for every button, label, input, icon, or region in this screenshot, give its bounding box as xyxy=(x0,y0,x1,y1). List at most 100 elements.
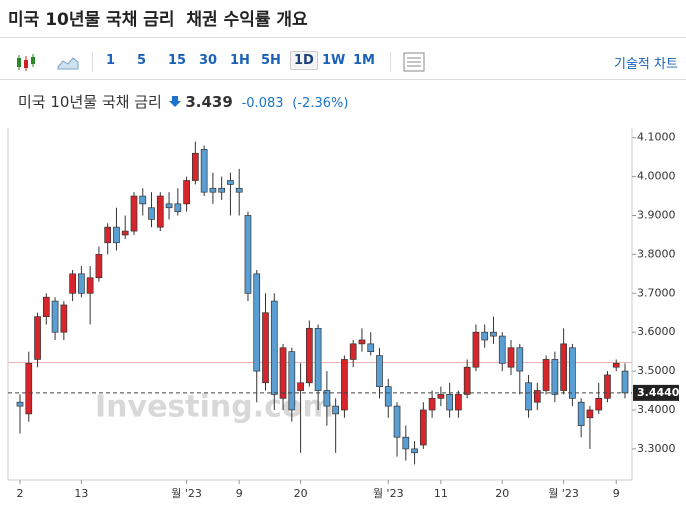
quote-change-pct: (-2.36%) xyxy=(292,96,349,111)
candle-body xyxy=(130,195,138,232)
candle-body xyxy=(595,397,603,411)
interval-button[interactable]: 30 xyxy=(199,53,218,68)
candle-body xyxy=(95,254,103,279)
y-tick-label: 4.1000 xyxy=(637,131,676,144)
interval-button[interactable]: 1W xyxy=(322,53,346,68)
candle-body xyxy=(411,448,418,454)
interval-button[interactable]: 1D xyxy=(290,51,318,70)
candle-body xyxy=(60,304,68,333)
candle-body xyxy=(270,300,278,395)
divider xyxy=(0,79,686,80)
interval-button[interactable]: 5H xyxy=(261,53,281,68)
candle-body xyxy=(481,331,489,341)
candle-body xyxy=(323,390,331,407)
candle-body xyxy=(367,343,375,352)
x-tick-label: 월 '23 xyxy=(171,487,202,500)
candle-body xyxy=(349,343,357,360)
candle-body xyxy=(16,401,24,407)
candle-body xyxy=(200,149,208,193)
candle-body xyxy=(376,355,383,388)
down-arrow xyxy=(168,96,181,107)
candle-body xyxy=(525,382,532,411)
y-tick-label: 3.3000 xyxy=(637,442,676,455)
candle-body xyxy=(358,339,366,345)
candle-body xyxy=(332,405,340,415)
candle-body xyxy=(42,296,50,317)
x-tick-label: 20 xyxy=(294,487,308,500)
y-tick-label: 3.9000 xyxy=(637,209,676,222)
interval-button[interactable]: 15 xyxy=(168,53,187,68)
x-tick-label: 9 xyxy=(613,487,620,500)
candle-body xyxy=(393,405,401,438)
interval-button[interactable]: 1 xyxy=(106,53,116,68)
technical-chart-link[interactable]: 기술적 차트 xyxy=(614,57,678,72)
x-tick-label: 13 xyxy=(74,487,88,500)
x-tick-label: 11 xyxy=(434,487,448,500)
interval-button[interactable]: 1H xyxy=(230,53,250,68)
candle-body xyxy=(262,312,269,384)
quote-change: -0.083 xyxy=(241,96,284,111)
candle-body xyxy=(192,152,199,181)
y-tick-label: 3.8000 xyxy=(637,247,676,260)
candle-body xyxy=(419,409,427,446)
candle-body xyxy=(183,180,190,205)
candle-body xyxy=(577,401,585,426)
candle-body xyxy=(507,347,515,368)
candle-body xyxy=(542,359,550,391)
candle-body xyxy=(227,180,234,185)
candle-body xyxy=(437,394,445,399)
indicator-icon[interactable] xyxy=(403,52,425,72)
candle-body xyxy=(104,226,112,244)
candle-body xyxy=(560,343,567,391)
y-tick-label: 4.0000 xyxy=(637,170,676,183)
candle-body xyxy=(51,300,59,333)
candle-body xyxy=(235,187,243,193)
x-tick-label: 월 '23 xyxy=(548,487,579,500)
candle-body xyxy=(516,347,524,372)
candle-body xyxy=(113,226,120,244)
quote-line: 미국 10년물 국채 금리 3.439 -0.083 (-2.36%) xyxy=(18,91,348,112)
y-tick-label: 3.7000 xyxy=(637,286,676,299)
separator xyxy=(92,52,93,72)
candle-body xyxy=(253,273,261,372)
candle-body xyxy=(586,409,594,419)
candle-body xyxy=(148,207,155,220)
x-tick-label: 2 xyxy=(17,487,24,500)
current-price-label: 3.4440 xyxy=(637,386,680,399)
divider xyxy=(0,37,686,38)
separator xyxy=(390,52,391,72)
watermark: Investing.com xyxy=(95,390,334,425)
interval-button[interactable]: 5 xyxy=(137,53,147,68)
candle-body xyxy=(297,382,304,391)
page-title: 미국 10년물 국채 금리 채권 수익률 개요 xyxy=(8,10,308,30)
candle-body xyxy=(34,316,41,360)
candle-body xyxy=(569,347,576,399)
candle-icon[interactable] xyxy=(14,52,38,74)
candle-body xyxy=(25,362,33,415)
candle-body xyxy=(341,359,348,411)
candle-body xyxy=(490,331,497,337)
x-tick-label: 9 xyxy=(236,487,243,500)
candle-body xyxy=(455,394,462,411)
interval-button[interactable]: 1M xyxy=(353,53,375,68)
quote-name: 미국 10년물 국채 금리 xyxy=(18,93,162,111)
candle-body xyxy=(612,362,620,368)
candle-body xyxy=(209,187,217,193)
candle-body xyxy=(174,203,182,212)
candle-body xyxy=(498,335,506,364)
candle-body xyxy=(314,327,322,391)
toolbar: 1 5 15 30 1H 5H 1D 1W 1M 기술적 차트 xyxy=(0,50,686,76)
x-tick-label: 20 xyxy=(495,487,509,500)
candle-body xyxy=(165,203,173,209)
y-tick-label: 3.4000 xyxy=(637,403,676,416)
candle-body xyxy=(139,195,147,205)
quote-price: 3.439 xyxy=(185,93,233,111)
candle-body xyxy=(551,359,559,395)
candle-body xyxy=(384,386,392,407)
candle-body xyxy=(428,397,436,411)
candle-body xyxy=(621,370,629,394)
candle-body xyxy=(86,277,94,294)
area-icon[interactable] xyxy=(57,54,79,70)
candle-body xyxy=(218,187,226,193)
